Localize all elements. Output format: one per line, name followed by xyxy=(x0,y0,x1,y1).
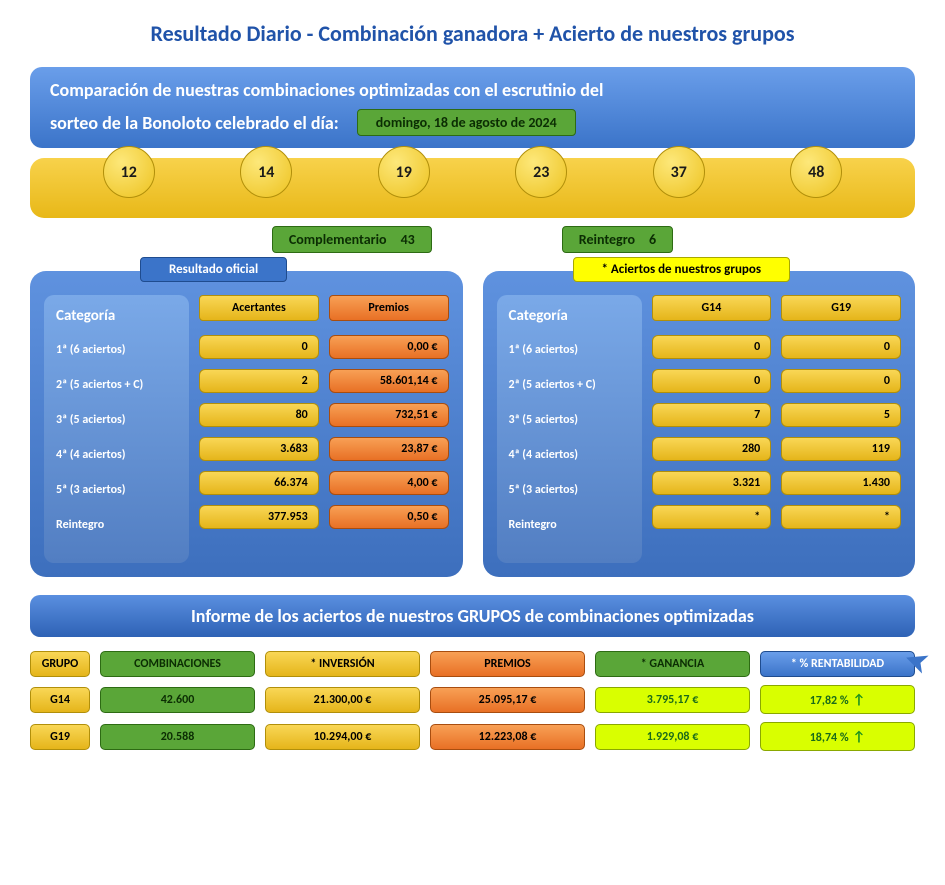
ball-4: 23 xyxy=(515,146,567,198)
g14-cell: 0 xyxy=(652,369,772,393)
cat-row: 3ª (5 aciertos) xyxy=(56,413,177,427)
cat-row: 5ª (3 aciertos) xyxy=(56,483,177,497)
report-data-row: G19 20.588 10.294,00 € 12.223,08 € 1.929… xyxy=(30,722,915,751)
acert-cell: 377.953 xyxy=(199,505,319,529)
row-gan: 3.795,17 € xyxy=(595,687,750,713)
groups-panel: * Aciertos de nuestros grupos Categoría … xyxy=(483,271,916,577)
prem-cell: 58.601,14 € xyxy=(329,369,449,393)
prem-header: Premios xyxy=(329,295,449,321)
cat-row: Reintegro xyxy=(56,518,177,532)
cat-header: Categoría xyxy=(56,305,177,327)
acert-cell: 66.374 xyxy=(199,471,319,495)
g14-col: G14 0 0 7 280 3.321 * xyxy=(652,295,772,563)
comp-label: Complementario xyxy=(289,231,387,248)
complementario-pill: Complementario 43 xyxy=(272,226,432,253)
report-title: Informe de los aciertos de nuestros GRUP… xyxy=(30,595,915,637)
row-rent: 17,82 %↑ xyxy=(760,685,915,714)
report-table: ➤ GRUPO COMBINACIONES * INVERSIÓN PREMIO… xyxy=(30,651,915,751)
g19-col: G19 0 0 5 119 1.430 * xyxy=(781,295,901,563)
prem-cell: 0,00 € xyxy=(329,335,449,359)
row-gan: 1.929,08 € xyxy=(595,724,750,750)
ball-6: 48 xyxy=(790,146,842,198)
groups-tab: * Aciertos de nuestros grupos xyxy=(573,257,791,282)
official-panel: Resultado oficial Categoría 1ª (6 aciert… xyxy=(30,271,463,577)
ball-1: 12 xyxy=(103,146,155,198)
ball-2: 14 xyxy=(240,146,292,198)
up-arrow-icon: ↑ xyxy=(853,728,866,745)
g14-cell: * xyxy=(652,505,772,529)
cat-row: 3ª (5 aciertos) xyxy=(509,413,630,427)
cat-row: 1ª (6 aciertos) xyxy=(509,343,630,357)
acert-header: Acertantes xyxy=(199,295,319,321)
groups-categories: Categoría 1ª (6 aciertos) 2ª (5 aciertos… xyxy=(497,295,642,563)
row-comb: 42.600 xyxy=(100,687,255,713)
acert-cell: 2 xyxy=(199,369,319,393)
official-categories: Categoría 1ª (6 aciertos) 2ª (5 aciertos… xyxy=(44,295,189,563)
up-arrow-icon: ↑ xyxy=(853,691,866,708)
hdr-rentabilidad: * % RENTABILIDAD xyxy=(760,651,915,677)
hdr-inversion: * INVERSIÓN xyxy=(265,651,420,677)
cat-row: 1ª (6 aciertos) xyxy=(56,343,177,357)
g19-cell: 119 xyxy=(781,437,901,461)
row-prem: 25.095,17 € xyxy=(430,687,585,713)
acert-cell: 0 xyxy=(199,335,319,359)
header-line2: sorteo de la Bonoloto celebrado el día: xyxy=(50,112,339,134)
comp-value: 43 xyxy=(401,231,415,248)
panels-row: Resultado oficial Categoría 1ª (6 aciert… xyxy=(30,271,915,577)
pointer-arrow-icon: ➤ xyxy=(898,640,934,683)
reint-label: Reintegro xyxy=(579,231,635,248)
report-header-row: GRUPO COMBINACIONES * INVERSIÓN PREMIOS … xyxy=(30,651,915,677)
g14-cell: 280 xyxy=(652,437,772,461)
page-title: Resultado Diario - Combinación ganadora … xyxy=(30,20,915,47)
cat-row: 5ª (3 aciertos) xyxy=(509,483,630,497)
reint-value: 6 xyxy=(649,231,656,248)
row-grupo: G14 xyxy=(30,687,90,713)
header-line1: Comparación de nuestras combinaciones op… xyxy=(50,79,895,101)
acertantes-col: Acertantes 0 2 80 3.683 66.374 377.953 xyxy=(199,295,319,563)
report-data-row: G14 42.600 21.300,00 € 25.095,17 € 3.795… xyxy=(30,685,915,714)
cat-header: Categoría xyxy=(509,305,630,327)
hdr-ganancia: * GANANCIA xyxy=(595,651,750,677)
official-tab: Resultado oficial xyxy=(140,257,287,282)
ball-5: 37 xyxy=(653,146,705,198)
acert-cell: 80 xyxy=(199,403,319,427)
g19-cell: 1.430 xyxy=(781,471,901,495)
g19-cell: 5 xyxy=(781,403,901,427)
g19-cell: 0 xyxy=(781,369,901,393)
g14-cell: 0 xyxy=(652,335,772,359)
cat-row: 4ª (4 aciertos) xyxy=(509,448,630,462)
cat-row: 2ª (5 aciertos + C) xyxy=(56,378,177,392)
row-inv: 21.300,00 € xyxy=(265,687,420,713)
extras-row: Complementario 43 Reintegro 6 xyxy=(30,226,915,253)
reintegro-pill: Reintegro 6 xyxy=(562,226,673,253)
ball-3: 19 xyxy=(378,146,430,198)
prem-cell: 0,50 € xyxy=(329,505,449,529)
row-inv: 10.294,00 € xyxy=(265,724,420,750)
g14-cell: 3.321 xyxy=(652,471,772,495)
cat-row: 2ª (5 aciertos + C) xyxy=(509,378,630,392)
prem-cell: 4,00 € xyxy=(329,471,449,495)
g19-cell: 0 xyxy=(781,335,901,359)
prem-cell: 732,51 € xyxy=(329,403,449,427)
g19-cell: * xyxy=(781,505,901,529)
hdr-combinaciones: COMBINACIONES xyxy=(100,651,255,677)
row-comb: 20.588 xyxy=(100,724,255,750)
header-panel: Comparación de nuestras combinaciones op… xyxy=(30,67,915,148)
cat-row: Reintegro xyxy=(509,518,630,532)
winning-numbers-bar: 12 14 19 23 37 48 xyxy=(30,158,915,218)
premios-col: Premios 0,00 € 58.601,14 € 732,51 € 23,8… xyxy=(329,295,449,563)
g14-cell: 7 xyxy=(652,403,772,427)
g19-header: G19 xyxy=(781,295,901,321)
row-prem: 12.223,08 € xyxy=(430,724,585,750)
row-grupo: G19 xyxy=(30,724,90,750)
hdr-premios: PREMIOS xyxy=(430,651,585,677)
row-rent: 18,74 %↑ xyxy=(760,722,915,751)
g14-header: G14 xyxy=(652,295,772,321)
prem-cell: 23,87 € xyxy=(329,437,449,461)
cat-row: 4ª (4 aciertos) xyxy=(56,448,177,462)
acert-cell: 3.683 xyxy=(199,437,319,461)
hdr-grupo: GRUPO xyxy=(30,651,90,677)
date-pill: domingo, 18 de agosto de 2024 xyxy=(357,109,576,136)
